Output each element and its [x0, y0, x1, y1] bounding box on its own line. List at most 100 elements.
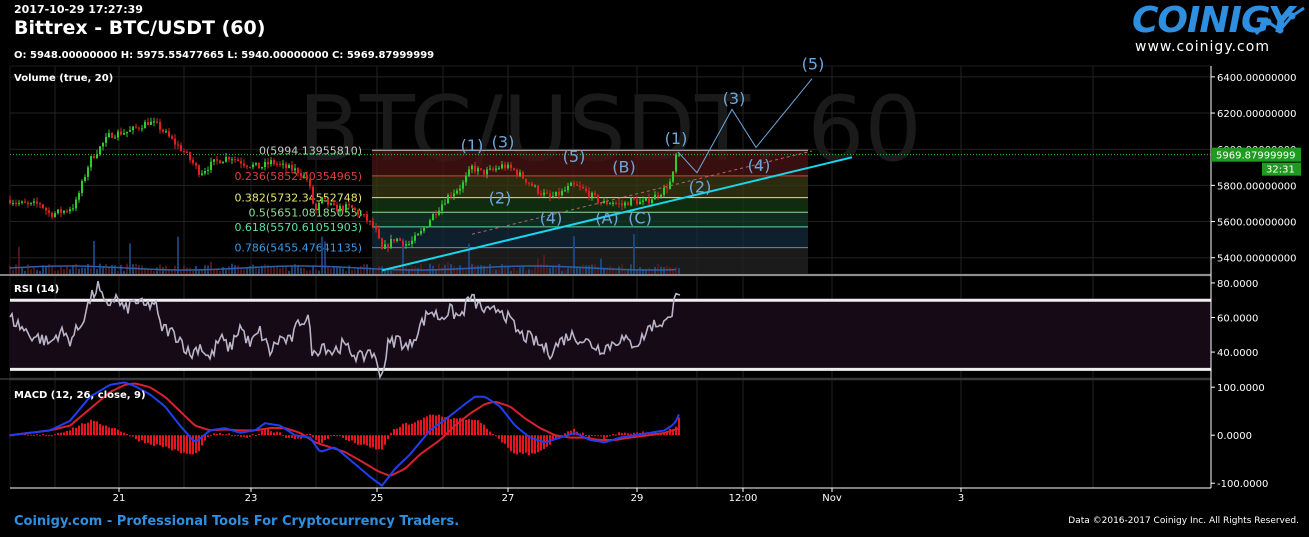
time-tick-label: 21 — [113, 493, 126, 504]
volume-bar — [426, 269, 428, 274]
candle-body — [669, 181, 671, 189]
volume-bar — [633, 234, 635, 274]
volume-bar — [492, 269, 494, 274]
coinigy-logo[interactable]: COINIGY www.coinigy.com — [1126, 0, 1306, 60]
candle-body — [603, 201, 605, 204]
candle-body — [363, 214, 365, 216]
candle-body — [174, 138, 176, 145]
candle-body — [522, 172, 524, 179]
macd-histogram-bar — [597, 435, 599, 437]
candle-body — [291, 164, 293, 171]
volume-bar — [573, 236, 575, 274]
macd-histogram-bar — [585, 434, 587, 436]
macd-histogram-bar — [345, 435, 347, 441]
volume-bar — [390, 270, 392, 274]
macd-histogram-bar — [393, 429, 395, 436]
volume-bar — [63, 269, 65, 274]
chart-timestamp: 2017-10-29 17:27:39 — [14, 3, 143, 16]
candle-body — [132, 126, 134, 131]
candle-body — [492, 168, 494, 170]
candle-body — [204, 171, 206, 174]
candle-body — [201, 173, 203, 175]
candle-body — [162, 129, 164, 132]
macd-histogram-bar — [624, 432, 626, 436]
chart-drawings[interactable]: (1) (3) (2) (5) (4) (B) (A) (C) (1) (2) (3) (4) (5) — [381, 55, 853, 272]
macd-histogram-bar — [594, 435, 596, 437]
candle-body — [66, 210, 68, 212]
volume-bar — [27, 264, 29, 274]
volume-bar — [510, 270, 512, 274]
candle-body — [642, 200, 644, 202]
macd-histogram-bar — [375, 435, 377, 450]
macd-histogram-bar — [144, 435, 146, 444]
macd-histogram-bar — [468, 419, 470, 436]
fib-zone — [372, 150, 808, 176]
volume-bar — [111, 264, 113, 274]
candle-body — [177, 144, 179, 146]
macd-histogram-bar — [354, 435, 356, 444]
candle-body — [462, 182, 464, 189]
macd-histogram-bar — [486, 428, 488, 436]
candle-body — [207, 169, 209, 172]
macd-histogram-bar — [84, 423, 86, 436]
volume-bar — [201, 270, 203, 274]
volume-bar — [228, 265, 230, 274]
rsi-band-fill — [10, 300, 1211, 370]
macd-histogram-bar — [243, 435, 245, 437]
candle-body — [372, 221, 374, 227]
volume-bar — [315, 269, 317, 274]
macd-histogram-bar — [93, 420, 95, 436]
volume-bar — [606, 267, 608, 274]
volume-bar — [42, 265, 44, 274]
last-price-value: 5969.87999999 — [1216, 151, 1296, 162]
macd-histogram-bar — [357, 435, 359, 445]
macd-histogram-bar — [102, 425, 104, 436]
candle-body — [573, 182, 575, 185]
volume-bar — [336, 266, 338, 274]
volume-bar — [372, 269, 374, 274]
candle-body — [297, 168, 299, 174]
candle-body — [87, 167, 89, 177]
macd-histogram-bar — [477, 420, 479, 436]
candle-body — [306, 175, 308, 180]
candle-body — [414, 235, 416, 241]
volume-bar — [96, 269, 98, 274]
volume-bar — [516, 270, 518, 274]
candle-body — [57, 209, 59, 214]
macd-histogram-bar — [582, 432, 584, 436]
macd-histogram-bar — [441, 416, 443, 436]
macd-histogram-bar — [180, 435, 182, 454]
volume-bar — [261, 265, 263, 274]
macd-histogram-bar — [60, 432, 62, 436]
macd-histogram-bar — [219, 432, 221, 436]
macd-histogram-bar — [165, 435, 167, 447]
volume-bar — [375, 270, 377, 274]
candle-body — [486, 169, 488, 175]
footer-tagline[interactable]: Coinigy.com - Professional Tools For Cry… — [14, 514, 460, 529]
macd-histogram-bar — [222, 434, 224, 436]
candle-body — [588, 190, 590, 198]
macd-histogram-bar — [54, 434, 56, 436]
volume-bar — [321, 236, 323, 274]
macd-histogram-bar — [480, 422, 482, 436]
volume-bar — [624, 270, 626, 274]
price-tick-label: 6200.00000000 — [1217, 109, 1297, 120]
rsi-line — [9, 280, 681, 380]
macd-histogram-bar — [36, 434, 38, 436]
candle-body — [78, 193, 80, 200]
volume-bar — [549, 268, 551, 274]
candle-body — [495, 168, 497, 170]
macd-histogram-bar — [120, 431, 122, 436]
candle-body — [360, 214, 362, 216]
candle-body — [600, 202, 602, 204]
macd-histogram-bar — [417, 420, 419, 436]
macd-histogram-bar — [264, 429, 266, 436]
macd-histogram-bar — [270, 431, 272, 436]
volume-bar — [138, 264, 140, 274]
candle-body — [312, 186, 314, 204]
rsi-tick-label: 40.0000 — [1217, 348, 1258, 359]
candle-body — [555, 191, 557, 197]
macd-histogram-bar — [570, 430, 572, 436]
candle-body — [390, 239, 392, 248]
